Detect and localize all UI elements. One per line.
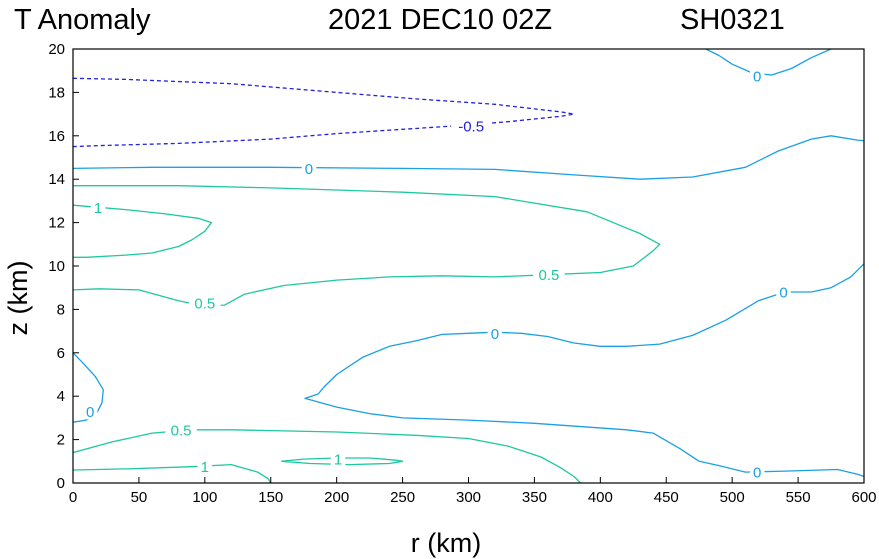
contour-label-bg	[487, 324, 503, 342]
x-tick-label: 200	[324, 489, 349, 506]
contour-lines	[73, 49, 864, 483]
contour-label-bg	[776, 283, 791, 301]
storm-id: SH0321	[680, 4, 785, 36]
contour-label: 0	[86, 404, 94, 421]
contour-label: 0	[491, 326, 499, 343]
contour-line	[281, 457, 404, 466]
contour-line	[304, 263, 864, 478]
contour-label-bg	[189, 293, 221, 311]
x-tick-label: 350	[522, 489, 547, 506]
y-tick-label: 16	[48, 128, 65, 145]
contour-label-bg	[165, 420, 197, 438]
contour-label-bg	[301, 159, 317, 177]
x-axis-ticks: 0 50 100 150 200 250 300 350 400 450 500 550 600	[69, 477, 877, 506]
contour-label-bg	[82, 402, 98, 420]
y-tick-label: 6	[57, 345, 65, 362]
contour-line	[73, 429, 582, 483]
contour-label-bg	[90, 198, 106, 216]
y-tick-label: 12	[48, 215, 65, 232]
contour-label-bg	[197, 457, 213, 475]
x-tick-label: 50	[131, 489, 148, 506]
contour-line	[73, 135, 864, 180]
contour-label: 0	[753, 465, 761, 482]
contour-label: -0.5	[458, 119, 484, 136]
contour-label-bg	[749, 463, 765, 481]
y-tick-label: 18	[48, 84, 65, 101]
x-tick-label: 100	[192, 489, 217, 506]
y-tick-label: 10	[48, 258, 65, 275]
contour-label: 0	[753, 69, 761, 86]
contour-line	[73, 77, 575, 148]
y-tick-label: 14	[48, 171, 65, 188]
y-axis-ticks: 0 2 4 6 8 10 12 14 16 18 20	[48, 41, 79, 492]
chart-datetime: 2021 DEC10 02Z	[328, 4, 552, 36]
contour-line	[705, 49, 832, 76]
contour-line	[73, 204, 213, 258]
y-tick-label: 8	[57, 301, 65, 318]
x-tick-label: 400	[588, 489, 613, 506]
contour-label-bg	[330, 450, 346, 468]
y-axis-label: z (km)	[3, 261, 33, 336]
chart-title: T Anomaly	[14, 4, 151, 36]
x-tick-label: 550	[786, 489, 811, 506]
contour-line	[73, 463, 272, 483]
plot-frame	[72, 48, 865, 484]
x-tick-label: 0	[69, 489, 77, 506]
y-tick-label: 0	[57, 475, 65, 492]
x-axis-label: r (km)	[411, 528, 481, 558]
contour-label-bg	[749, 67, 765, 85]
contour-label: 1	[334, 452, 342, 469]
x-tick-label: 250	[390, 489, 415, 506]
y-tick-label: 2	[57, 432, 65, 449]
contour-label-bg	[533, 265, 565, 283]
y-tick-label: 20	[48, 41, 65, 58]
contour-label: 0	[305, 161, 313, 178]
contour-line	[73, 185, 661, 307]
x-tick-label: 150	[258, 489, 283, 506]
y-tick-label: 4	[57, 388, 65, 405]
contour-label: 1	[94, 200, 102, 217]
x-tick-label: 300	[456, 489, 481, 506]
contour-label-bg	[451, 117, 492, 135]
x-tick-label: 500	[720, 489, 745, 506]
contour-label: 0.5	[538, 267, 559, 284]
contour-label: 0	[779, 285, 787, 302]
x-tick-label: 600	[851, 489, 876, 506]
x-tick-label: 450	[654, 489, 679, 506]
contour-label: 0.5	[194, 295, 215, 312]
contour-labels: -0.5 0 0 0 0 0 0 1 0.5 0.5 0.5 1 1	[82, 67, 791, 482]
contour-label: 0.5	[171, 422, 192, 439]
contour-label: 1	[201, 459, 209, 476]
